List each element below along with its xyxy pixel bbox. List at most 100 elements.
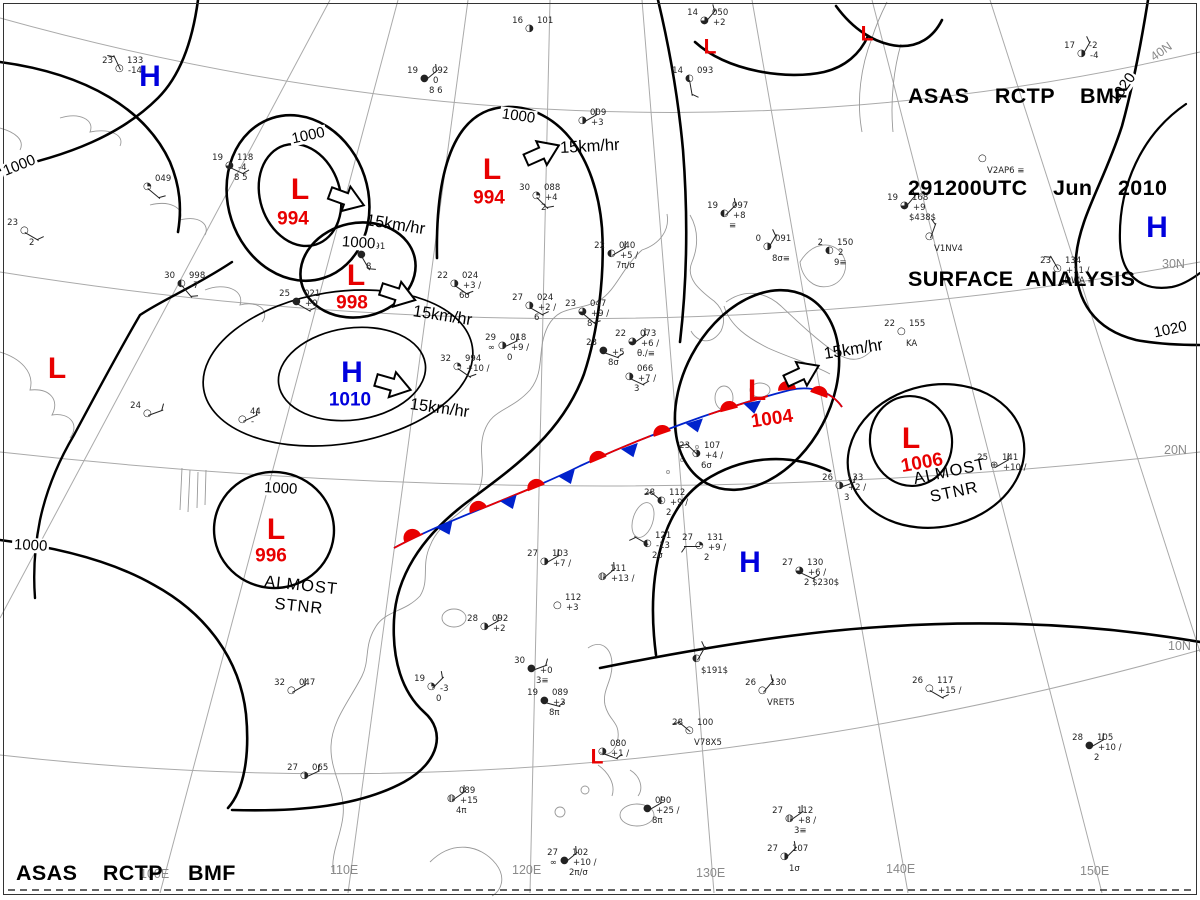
station-value: V1NV4 bbox=[934, 244, 963, 254]
low-center-symbol: L bbox=[47, 352, 67, 385]
cloud-cover-symbol: ◍ bbox=[598, 571, 607, 582]
cloud-cover-symbol: ○ bbox=[553, 600, 562, 611]
station-value: 3 bbox=[844, 493, 850, 503]
longitude-label: 150E bbox=[1080, 864, 1110, 878]
station-value: 2 $230$ bbox=[804, 578, 840, 588]
movement-arrows bbox=[326, 139, 821, 399]
cloud-cover-symbol: ● bbox=[540, 695, 549, 706]
station-value: 168 bbox=[912, 193, 929, 203]
station-value: 2 bbox=[541, 203, 547, 213]
cloud-cover-symbol: ○ bbox=[758, 685, 767, 696]
station-value: 30 bbox=[519, 183, 530, 193]
station-value: 8 bbox=[587, 319, 593, 329]
station-value: 107 bbox=[704, 441, 721, 451]
high-center-symbol: H bbox=[739, 546, 761, 579]
station-value: 021 bbox=[304, 289, 321, 299]
station-value: 32 bbox=[274, 678, 285, 688]
station-value: 024 bbox=[462, 271, 479, 281]
high-center-symbol: H bbox=[341, 356, 363, 389]
station-value: 17 bbox=[1064, 41, 1075, 51]
station-value: 024 bbox=[537, 293, 554, 303]
station-value: 22 bbox=[884, 319, 895, 329]
station-value: +10 / bbox=[1098, 743, 1122, 753]
station-value: +8 bbox=[733, 211, 746, 221]
station-value: 112 bbox=[565, 593, 582, 603]
warm-front-semicircle bbox=[653, 424, 671, 437]
longitude-label: 110E bbox=[330, 863, 359, 877]
cloud-cover-symbol: ◐ bbox=[825, 245, 834, 256]
cloud-cover-symbol: ● bbox=[420, 73, 429, 84]
cloud-cover-symbol: ● bbox=[560, 855, 569, 866]
cloud-cover-symbol: ◔ bbox=[532, 190, 541, 201]
station-value: +9 / bbox=[708, 543, 727, 553]
station-value: 102 bbox=[572, 848, 589, 858]
station-value: +9 / bbox=[670, 498, 689, 508]
station-value: 133 bbox=[127, 56, 144, 66]
cloud-cover-symbol: ◑ bbox=[835, 480, 844, 491]
cloud-cover-symbol: ● bbox=[643, 803, 652, 814]
station-value: +25 / bbox=[656, 806, 680, 816]
isobar-label: 1000 bbox=[339, 233, 378, 253]
station-value: 22 bbox=[594, 241, 605, 251]
station-value: 6 bbox=[534, 313, 540, 323]
station-value: +15 bbox=[460, 796, 478, 806]
movement-arrow bbox=[377, 279, 417, 309]
station-value: 9≡ bbox=[834, 258, 847, 268]
cold-front-triangle bbox=[558, 469, 575, 485]
station-value: 23 bbox=[565, 299, 576, 309]
station-value: 080 bbox=[610, 739, 627, 749]
station-value: V78X5 bbox=[694, 738, 722, 748]
station-value: 16 bbox=[512, 16, 523, 26]
station-value: 8 6 bbox=[429, 86, 443, 96]
station-value: 112 bbox=[797, 806, 814, 816]
station-value: 0 bbox=[433, 76, 439, 86]
station-value: 112 bbox=[669, 488, 686, 498]
station-value: 24 bbox=[130, 401, 141, 411]
cloud-cover-symbol: ◑ bbox=[525, 23, 534, 34]
station-value: ≡ bbox=[729, 221, 737, 231]
station-value: 141 bbox=[1002, 453, 1019, 463]
high-center-symbol: H bbox=[139, 60, 161, 93]
station-value: 19 bbox=[212, 153, 223, 163]
station-value: KA bbox=[906, 339, 918, 349]
station-value: 6σ bbox=[701, 461, 712, 471]
station-value: 130 bbox=[807, 558, 824, 568]
cloud-cover-symbol: ○ bbox=[925, 683, 934, 694]
station-value: +10 / bbox=[573, 858, 597, 868]
isobar-label: 1000 bbox=[261, 479, 300, 498]
station-value: 26 bbox=[822, 473, 833, 483]
station-value: 040 bbox=[619, 241, 636, 251]
cloud-cover-symbol: ◑ bbox=[780, 851, 789, 862]
station-value: 2 bbox=[838, 248, 844, 258]
station-value: 8 5 bbox=[234, 173, 248, 183]
cold-front-triangle bbox=[743, 400, 762, 414]
cloud-cover-symbol: ○ bbox=[20, 225, 29, 236]
speed-label: 15km/hr bbox=[559, 135, 620, 157]
station-value: 25 bbox=[279, 289, 290, 299]
station-value: +3 bbox=[566, 603, 579, 613]
station-value: 27 bbox=[772, 806, 783, 816]
station-value: 090 bbox=[655, 796, 672, 806]
movement-arrow bbox=[326, 184, 366, 213]
station-value: 2 bbox=[1094, 753, 1100, 763]
pressure-value: 994 bbox=[473, 187, 505, 209]
title-line: 291200UTC Jun 2010 bbox=[908, 175, 1168, 200]
warm-front-semicircle bbox=[527, 478, 545, 492]
station-value: 118 bbox=[237, 153, 254, 163]
station-value: ∞ bbox=[487, 343, 495, 353]
station-value: 0 bbox=[436, 694, 442, 704]
station-value: 130 bbox=[770, 678, 787, 688]
station-value: 23 bbox=[586, 338, 597, 348]
station-value: +4 bbox=[545, 193, 558, 203]
station-value: 26 bbox=[745, 678, 756, 688]
movement-arrow bbox=[373, 370, 413, 399]
station-value: 8π bbox=[549, 708, 560, 718]
title-block-bottom: ASAS RCTP BMF 291200UTC Jun 2010 SURFACE… bbox=[16, 797, 275, 900]
cloud-cover-symbol: ◕ bbox=[795, 565, 804, 576]
station-value: 092 bbox=[432, 66, 449, 76]
station-value: VRET5 bbox=[767, 698, 795, 708]
cloud-cover-symbol: ◕ bbox=[628, 336, 637, 347]
station-value: 27 bbox=[767, 844, 778, 854]
station-value: 088 bbox=[544, 183, 561, 193]
station-value: +2 / bbox=[538, 303, 557, 313]
